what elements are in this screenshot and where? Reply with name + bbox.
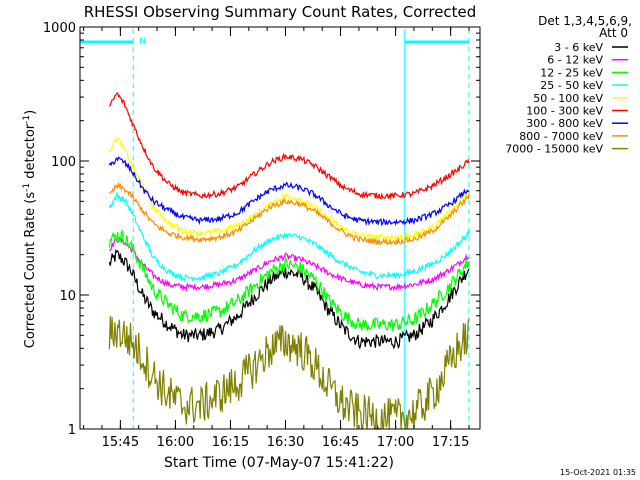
x-tick-label: 17:00 — [377, 435, 414, 450]
series-line — [108, 136, 470, 242]
y-axis-label-mid: detector — [23, 123, 38, 183]
legend-label: 6 - 12 keV — [547, 54, 603, 67]
y-tick-label: 10 — [59, 289, 76, 304]
legend-label: 12 - 25 keV — [540, 66, 603, 79]
legend-label: 25 - 50 keV — [540, 79, 603, 92]
series-line — [108, 315, 470, 431]
y-axis-label-end: ) — [23, 110, 38, 115]
legend-label: 3 - 6 keV — [554, 41, 603, 54]
x-tick-label: 16:00 — [157, 435, 194, 450]
x-tick-label: 16:45 — [322, 435, 359, 450]
x-tick-label: 16:30 — [267, 435, 304, 450]
series-line — [108, 156, 470, 227]
x-tick-label: 17:15 — [432, 435, 469, 450]
series-line — [108, 236, 470, 292]
y-axis-label-sup-1: -1 — [22, 183, 32, 192]
y-tick-label: 100 — [51, 155, 76, 170]
y-axis-label: Corrected Count Rate (s-1 detector-1) — [22, 110, 38, 348]
legend-header-line-1: Det 1,3,4,5,6,9, — [538, 14, 632, 28]
legend-label: 300 - 800 keV — [526, 117, 603, 130]
legend-label: 7000 - 15000 keV — [505, 143, 603, 156]
legend-header-line-2: Att 0 — [599, 26, 628, 40]
axes: 1 10 100 1000 15:45 16:00 16:15 16:30 16:45 17:00… — [43, 21, 481, 450]
series-line — [108, 229, 470, 332]
legend-label: 800 - 7000 keV — [519, 130, 603, 143]
y-tick-label: 1 — [68, 423, 76, 438]
series-line — [108, 91, 470, 201]
series-group — [108, 91, 470, 431]
series-line — [108, 248, 470, 350]
series-line — [108, 192, 470, 282]
footer-timestamp: 15-Oct-2021 01:35 — [560, 468, 636, 477]
x-tick-label: 16:15 — [212, 435, 249, 450]
legend-label: 50 - 100 keV — [533, 92, 603, 105]
series-line — [109, 181, 470, 246]
night-marker: N — [139, 37, 146, 47]
legend-label: 100 - 300 keV — [526, 105, 603, 118]
y-tick-label: 1000 — [43, 21, 76, 36]
x-axis-label: Start Time (07-May-07 15:41:22) — [164, 455, 394, 471]
plot-frame — [79, 26, 481, 430]
y-axis-label-sup-2: -1 — [22, 115, 32, 124]
chart-title: RHESSI Observing Summary Count Rates, Co… — [84, 3, 477, 21]
x-tick-label: 15:45 — [102, 435, 139, 450]
